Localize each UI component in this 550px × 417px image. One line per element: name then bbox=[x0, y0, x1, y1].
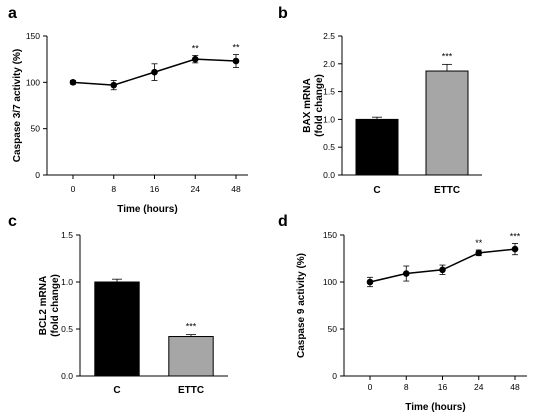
data-point bbox=[439, 266, 446, 274]
x-tick-label: 24 bbox=[474, 382, 484, 392]
x-tick-label: 0 bbox=[368, 382, 373, 392]
y-tick-label: 0.5 bbox=[61, 324, 73, 334]
y-tick-label: 2.5 bbox=[323, 31, 335, 41]
y-tick-label: 0.0 bbox=[323, 170, 335, 180]
panel-d: d 0 50 100 150 Caspase 9 activity (%) 0 8 16 24 48… bbox=[278, 213, 527, 413]
y-axis-title: (fold change) bbox=[314, 74, 325, 137]
significance-label: *** bbox=[442, 51, 453, 61]
data-point bbox=[511, 245, 519, 253]
y-tick-label: 50 bbox=[328, 324, 338, 334]
significance-label: ** bbox=[475, 238, 483, 248]
significance-label: ** bbox=[232, 43, 240, 53]
x-tick-label: 16 bbox=[150, 184, 160, 194]
x-tick-label: 24 bbox=[191, 184, 201, 194]
category-label: C bbox=[373, 185, 380, 196]
data-point bbox=[366, 278, 374, 286]
y-tick-label: 100 bbox=[26, 77, 40, 87]
significance-label: *** bbox=[186, 322, 197, 332]
category-label: ETTC bbox=[434, 185, 460, 196]
significance-label: *** bbox=[510, 231, 521, 241]
x-tick-label: 0 bbox=[71, 184, 76, 194]
panel-letter: d bbox=[278, 213, 288, 230]
y-axis-title: Caspase 3/7 activity (%) bbox=[12, 49, 23, 162]
panel-c: c 0.0 0.5 1.0 1.5 BCL2 mRNA (fold change) C ETTC… bbox=[8, 213, 228, 396]
y-tick-label: 2.0 bbox=[323, 59, 335, 69]
x-tick-label: 48 bbox=[510, 382, 520, 392]
y-axis-title: Caspase 9 activity (%) bbox=[296, 253, 307, 358]
y-tick-label: 1.0 bbox=[323, 114, 335, 124]
y-tick-label: 150 bbox=[323, 230, 337, 240]
y-tick-label: 1.5 bbox=[323, 87, 335, 97]
y-tick-label: 50 bbox=[31, 124, 41, 134]
data-point bbox=[69, 79, 77, 86]
data-point bbox=[232, 57, 240, 65]
x-tick-label: 8 bbox=[404, 382, 409, 392]
data-point bbox=[475, 249, 483, 257]
y-tick-label: 0.0 bbox=[61, 371, 73, 381]
y-tick-label: 1.5 bbox=[61, 230, 73, 240]
x-tick-label: 48 bbox=[231, 184, 241, 194]
y-tick-label: 100 bbox=[323, 277, 337, 287]
y-axis-title: (fold change) bbox=[50, 274, 61, 337]
x-axis-title: Time (hours) bbox=[405, 402, 465, 413]
bar bbox=[168, 336, 214, 377]
panel-letter: a bbox=[8, 5, 17, 22]
bar bbox=[425, 70, 469, 176]
y-axis-title: BAX mRNA bbox=[302, 78, 313, 132]
data-point bbox=[191, 55, 199, 63]
y-tick-label: 0 bbox=[35, 170, 40, 180]
panel-letter: b bbox=[278, 5, 288, 22]
data-point bbox=[151, 68, 158, 76]
bar bbox=[355, 118, 399, 176]
panel-b: b 0.0 0.5 1.0 1.5 2.0 2.5 BAX mRNA (fold change)… bbox=[278, 5, 482, 196]
data-point bbox=[110, 81, 118, 89]
category-label: C bbox=[113, 385, 120, 396]
y-axis-title: BCL2 mRNA bbox=[38, 276, 49, 335]
x-tick-label: 8 bbox=[111, 184, 116, 194]
y-tick-label: 150 bbox=[26, 31, 40, 41]
y-tick-label: 1.0 bbox=[61, 277, 73, 287]
x-tick-label: 16 bbox=[438, 382, 448, 392]
y-tick-label: 0 bbox=[332, 371, 337, 381]
x-axis-title: Time (hours) bbox=[117, 204, 177, 215]
panel-letter: c bbox=[8, 213, 17, 230]
y-tick-label: 0.5 bbox=[323, 142, 335, 152]
data-point bbox=[402, 270, 410, 277]
bar bbox=[94, 281, 140, 377]
significance-label: ** bbox=[192, 43, 200, 53]
category-label: ETTC bbox=[178, 385, 204, 396]
